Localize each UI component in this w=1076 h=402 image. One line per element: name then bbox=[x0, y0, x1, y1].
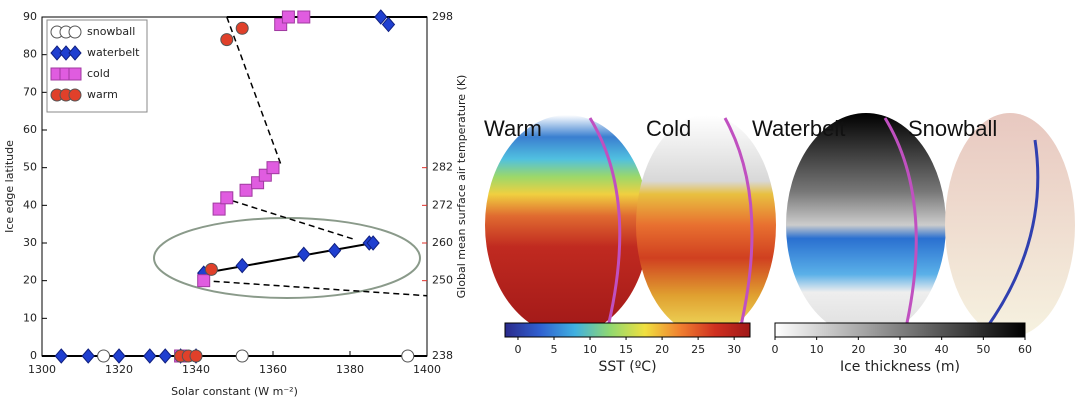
x-tick-label: 1400 bbox=[413, 363, 441, 376]
panel-title: Snowball bbox=[908, 116, 997, 141]
colorbar-tick-label: 15 bbox=[619, 343, 633, 356]
legend-marker bbox=[50, 45, 64, 61]
x-tick-label: 1320 bbox=[105, 363, 133, 376]
colorbar-tick-label: 20 bbox=[655, 343, 669, 356]
colorbar-title: Ice thickness (m) bbox=[840, 359, 960, 375]
colorbar-tick-label: 25 bbox=[691, 343, 705, 356]
meridian bbox=[983, 139, 1040, 331]
point bbox=[239, 183, 253, 197]
colorbar-tick-label: 10 bbox=[810, 343, 824, 356]
colorbar-title: SST (ºC) bbox=[598, 359, 656, 375]
y-tick-label: 20 bbox=[23, 274, 37, 287]
model-line bbox=[222, 197, 355, 240]
colorbar-tick-label: 10 bbox=[583, 343, 597, 356]
y-tick-label: 50 bbox=[23, 161, 37, 174]
model-line bbox=[203, 242, 374, 275]
point bbox=[281, 10, 295, 24]
point bbox=[54, 348, 68, 364]
highlight-ellipse bbox=[153, 217, 421, 299]
legend-marker bbox=[68, 25, 82, 39]
point bbox=[143, 348, 157, 364]
globe-cold bbox=[636, 115, 776, 335]
globe-warm bbox=[485, 115, 649, 335]
y2-tick-label: 298 bbox=[432, 10, 453, 23]
point bbox=[189, 349, 203, 363]
point bbox=[220, 191, 234, 205]
point bbox=[297, 10, 311, 24]
panel-title: Warm bbox=[484, 116, 542, 141]
meridian bbox=[588, 117, 622, 336]
legend-marker bbox=[68, 88, 82, 102]
x-tick-label: 1380 bbox=[336, 363, 364, 376]
y-axis-label: Ice edge latitude bbox=[3, 140, 16, 233]
y-tick-label: 90 bbox=[23, 10, 37, 23]
legend-label: snowball bbox=[87, 25, 135, 38]
point bbox=[401, 349, 415, 363]
colorbar-tick-label: 0 bbox=[772, 343, 779, 356]
point bbox=[220, 33, 234, 47]
meridian bbox=[723, 117, 754, 331]
point bbox=[81, 348, 95, 364]
panel-title: Cold bbox=[646, 116, 691, 141]
globe-snowball bbox=[945, 113, 1075, 337]
y2-tick-label: 272 bbox=[432, 198, 453, 211]
globes bbox=[485, 113, 1075, 337]
colorbar-tick-label: 0 bbox=[514, 343, 521, 356]
colorbar-tick-label: 30 bbox=[893, 343, 907, 356]
y-tick-label: 10 bbox=[23, 311, 37, 324]
point bbox=[235, 21, 249, 35]
x-axis-label: Solar constant (W m⁻²) bbox=[171, 385, 298, 398]
point bbox=[366, 235, 380, 251]
x-tick-label: 1340 bbox=[182, 363, 210, 376]
legend-marker bbox=[68, 45, 82, 61]
legend-label: warm bbox=[87, 88, 118, 101]
legend-label: cold bbox=[87, 67, 110, 80]
globe-waterbelt bbox=[786, 113, 946, 337]
point bbox=[112, 348, 126, 364]
colorbar-tick-label: 40 bbox=[935, 343, 949, 356]
y2-tick-label: 250 bbox=[432, 274, 453, 287]
point bbox=[197, 274, 211, 288]
legend-marker bbox=[59, 45, 73, 61]
y-tick-label: 40 bbox=[23, 198, 37, 211]
point bbox=[212, 202, 226, 216]
colorbar bbox=[504, 322, 751, 338]
colorbar-tick-label: 20 bbox=[851, 343, 865, 356]
point bbox=[235, 257, 249, 274]
panel-title: Waterbelt bbox=[752, 116, 845, 141]
x-tick-label: 1300 bbox=[28, 363, 56, 376]
colorbar-tick-label: 60 bbox=[1018, 343, 1032, 356]
colorbar bbox=[774, 322, 1026, 338]
y-tick-label: 80 bbox=[23, 48, 37, 61]
colorbar-tick-label: 5 bbox=[551, 343, 558, 356]
y2-tick-label: 282 bbox=[432, 161, 453, 174]
point bbox=[97, 349, 111, 363]
point bbox=[204, 262, 218, 276]
point bbox=[374, 9, 388, 25]
y2-tick-label: 260 bbox=[432, 236, 453, 249]
y-tick-label: 0 bbox=[30, 349, 37, 362]
meridian bbox=[883, 117, 918, 333]
y2-tick-label: 238 bbox=[432, 349, 453, 362]
colorbar-tick-label: 50 bbox=[976, 343, 990, 356]
y-tick-label: 30 bbox=[23, 236, 37, 249]
point bbox=[235, 349, 249, 363]
point bbox=[266, 161, 280, 175]
legend-label: waterbelt bbox=[87, 46, 140, 59]
y2-axis-label: Global mean surface air temperature (K) bbox=[455, 75, 468, 299]
model-line bbox=[226, 16, 282, 165]
point bbox=[381, 16, 396, 33]
x-tick-label: 1360 bbox=[259, 363, 287, 376]
point bbox=[158, 348, 172, 364]
y-tick-label: 70 bbox=[23, 85, 37, 98]
legend-marker bbox=[68, 67, 82, 81]
y-tick-label: 60 bbox=[23, 123, 37, 136]
point bbox=[297, 246, 311, 263]
point bbox=[327, 242, 342, 259]
colorbar-tick-label: 30 bbox=[727, 343, 741, 356]
model-line bbox=[203, 279, 428, 297]
